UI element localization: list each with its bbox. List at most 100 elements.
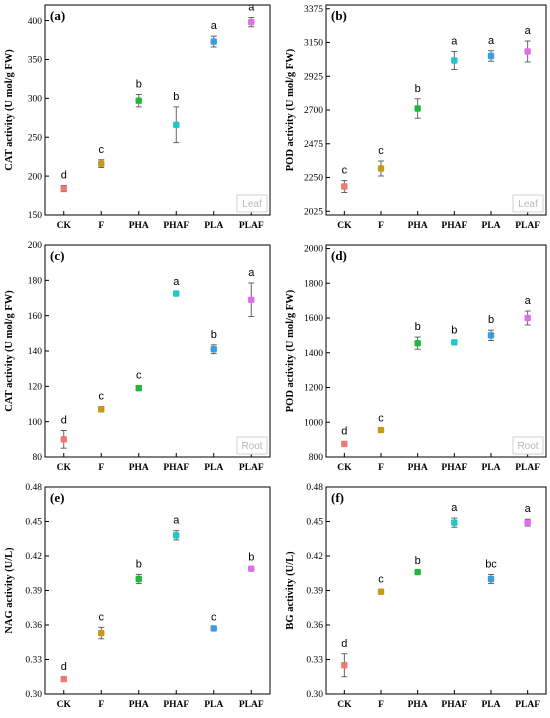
panel-frame	[44, 244, 271, 458]
y-tick-label: 200	[28, 172, 43, 182]
y-tick-label: 3375	[304, 5, 323, 15]
corner-label-box	[512, 194, 544, 213]
data-point	[487, 52, 495, 60]
significance-letter: b	[451, 325, 457, 337]
data-point	[414, 568, 421, 576]
data-point	[524, 519, 531, 526]
y-tick-label: 300	[28, 95, 43, 105]
data-point	[60, 675, 67, 683]
significance-letter: a	[451, 36, 458, 48]
corner-label-box	[236, 194, 268, 213]
significance-letter: a	[173, 276, 180, 288]
y-tick-label: 140	[28, 347, 43, 357]
y-axis-label: BG activity (U/L)	[285, 551, 296, 630]
x-tick-label: PLA	[204, 700, 223, 710]
y-tick-label: 80	[33, 453, 43, 463]
panel-a: 150 200 250 300 350 400 CAT activity (U mol/g …	[4, 1, 271, 231]
panel-label: (b)	[331, 8, 347, 23]
y-tick-label: 0.36	[306, 621, 323, 631]
data-point	[451, 339, 458, 346]
significance-letter: a	[525, 503, 532, 515]
significance-letter: d	[61, 415, 67, 427]
y-tick-label: 250	[28, 133, 43, 143]
x-tick-label: PHAF	[163, 463, 189, 473]
panel-b: 2025 2250 2475 2700 2925 3150 3375 POD activity…	[285, 4, 547, 231]
y-tick-label: 800	[309, 453, 324, 463]
y-tick-label: 0.42	[306, 552, 323, 562]
significance-letter: c	[136, 369, 142, 381]
panel-label: (d)	[331, 248, 347, 263]
panel-label: (e)	[50, 490, 64, 505]
y-tick-label: 2000	[304, 245, 323, 255]
x-tick-label: PLAF	[515, 700, 540, 710]
corner-label-box	[512, 436, 544, 455]
significance-letter: b	[488, 314, 494, 326]
x-tick-label: PLAF	[239, 221, 264, 231]
data-point	[135, 575, 142, 583]
y-tick-label: 1000	[304, 418, 323, 428]
y-tick-label: 2700	[304, 106, 323, 116]
x-tick-label: PHAF	[441, 463, 467, 473]
data-point	[487, 575, 495, 583]
y-tick-label: 0.39	[306, 587, 323, 597]
significance-letter: d	[341, 638, 347, 650]
y-tick-label: 160	[28, 312, 43, 322]
significance-letter: b	[173, 91, 179, 103]
significance-letter: bc	[485, 558, 497, 570]
x-tick-label: CK	[57, 463, 72, 473]
panel-e: 0.30 0.33 0.36 0.39 0.42 0.45 0.48 NAG activity…	[4, 483, 271, 710]
significance-letter: c	[378, 145, 384, 157]
data-point	[377, 426, 385, 434]
y-tick-label: 1200	[304, 384, 323, 394]
data-point	[451, 57, 458, 64]
y-tick-label: 0.39	[25, 587, 42, 597]
significance-letter: d	[341, 425, 347, 437]
y-tick-label: 0.30	[306, 690, 323, 700]
y-tick-label: 0.42	[25, 552, 42, 562]
y-tick-label: 1800	[304, 279, 323, 289]
data-point	[248, 296, 255, 303]
x-tick-label: F	[98, 463, 104, 473]
x-tick-label: PLAF	[239, 463, 264, 473]
significance-letter: b	[211, 329, 217, 341]
significance-letter: b	[136, 558, 142, 570]
y-axis-label: POD activity (U mol/g FW)	[285, 48, 296, 171]
data-point	[210, 38, 217, 45]
data-point	[451, 519, 458, 526]
x-tick-label: PHA	[408, 463, 428, 473]
corner-label: Leaf	[518, 199, 538, 210]
x-tick-label: PHA	[408, 700, 428, 710]
data-point	[487, 332, 495, 339]
data-point	[98, 629, 105, 637]
y-tick-label: 0.33	[306, 656, 323, 666]
data-point	[135, 384, 142, 392]
significance-letter: a	[451, 502, 458, 514]
x-tick-label: PHA	[408, 221, 428, 231]
y-tick-label: 120	[28, 383, 43, 393]
panel-frame	[325, 4, 547, 216]
x-tick-label: PHAF	[441, 700, 467, 710]
x-tick-label: PLA	[482, 463, 501, 473]
x-tick-label: PHA	[129, 463, 149, 473]
significance-letter: c	[378, 413, 384, 425]
significance-letter: d	[61, 661, 67, 673]
panel-label: (f)	[331, 490, 344, 505]
panel-d: 800 1000 1200 1400 1600 1800 2000 POD activity …	[285, 244, 547, 473]
panel-frame	[44, 486, 271, 695]
y-axis-label: POD activity (U mol/g FW)	[285, 289, 296, 412]
x-tick-label: F	[378, 463, 384, 473]
corner-label: Root	[517, 441, 538, 452]
x-tick-label: PLA	[482, 700, 501, 710]
significance-letter: b	[415, 83, 421, 95]
y-tick-label: 2925	[304, 72, 323, 82]
y-tick-label: 180	[28, 277, 43, 287]
x-tick-label: F	[98, 221, 104, 231]
panel-label: (c)	[50, 248, 64, 263]
significance-letter: a	[211, 20, 218, 32]
x-tick-label: PLA	[204, 221, 223, 231]
data-point	[210, 346, 217, 353]
y-axis-label: CAT activity (U mol/g FW)	[4, 49, 15, 171]
data-point	[173, 532, 180, 539]
significance-letter: c	[342, 165, 348, 177]
